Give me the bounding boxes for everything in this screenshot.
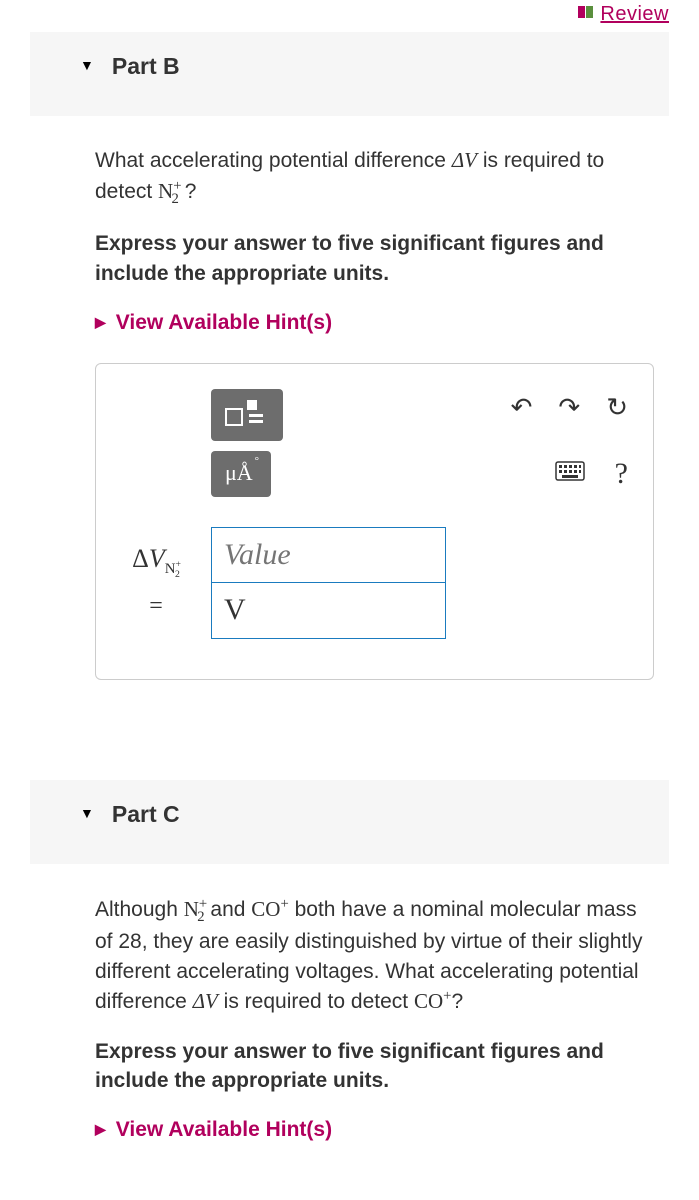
reset-icon[interactable]: ↻ — [606, 389, 628, 425]
help-icon[interactable]: ? — [615, 453, 628, 495]
undo-icon[interactable]: ↶ — [511, 389, 533, 425]
value-input[interactable] — [211, 527, 446, 583]
units-button[interactable]: μÅ° — [211, 451, 271, 497]
part-b-title: Part B — [112, 50, 180, 82]
review-link[interactable]: Review — [578, 0, 669, 28]
collapse-icon: ▼ — [80, 804, 94, 824]
part-b-instruction: Express your answer to five significant … — [95, 229, 654, 288]
chevron-right-icon: ▶ — [95, 1120, 106, 1140]
units-input[interactable] — [211, 583, 446, 639]
top-bar: Review — [0, 0, 699, 32]
redo-icon[interactable]: ↷ — [558, 389, 580, 425]
part-c-title: Part C — [112, 798, 180, 830]
variable-label: ΔVN+2 = — [121, 541, 191, 623]
part-b-header[interactable]: ▼ Part B — [30, 32, 669, 116]
hints-label: View Available Hint(s) — [116, 308, 332, 337]
chevron-right-icon: ▶ — [95, 313, 106, 333]
hints-label-c: View Available Hint(s) — [116, 1115, 332, 1144]
part-c-header[interactable]: ▼ Part C — [30, 780, 669, 864]
answer-toolbar: ↶ ↷ ↻ — [121, 389, 628, 441]
keyboard-icon[interactable] — [555, 455, 585, 491]
flag-icon — [578, 0, 594, 28]
template-icon — [223, 400, 271, 430]
collapse-icon: ▼ — [80, 56, 94, 76]
part-c-instruction: Express your answer to five significant … — [95, 1037, 654, 1096]
review-label: Review — [600, 3, 669, 25]
toolbar-row-2: μÅ° ? — [121, 451, 628, 497]
answer-input-area: ΔVN+2 = — [121, 527, 628, 639]
answer-box: ↶ ↷ ↻ μÅ° ? ΔVN+2 = — [95, 363, 654, 680]
view-hints-button[interactable]: ▶ View Available Hint(s) — [95, 308, 654, 337]
part-c-question: Although N+2 and CO+ both have a nominal… — [95, 894, 654, 1017]
template-button[interactable] — [211, 389, 283, 441]
view-hints-button-c[interactable]: ▶ View Available Hint(s) — [95, 1115, 654, 1144]
part-b-question: What accelerating potential difference Δ… — [95, 146, 654, 209]
part-b-content: What accelerating potential difference Δ… — [0, 116, 699, 719]
part-c-content: Although N+2 and CO+ both have a nominal… — [0, 864, 699, 1190]
